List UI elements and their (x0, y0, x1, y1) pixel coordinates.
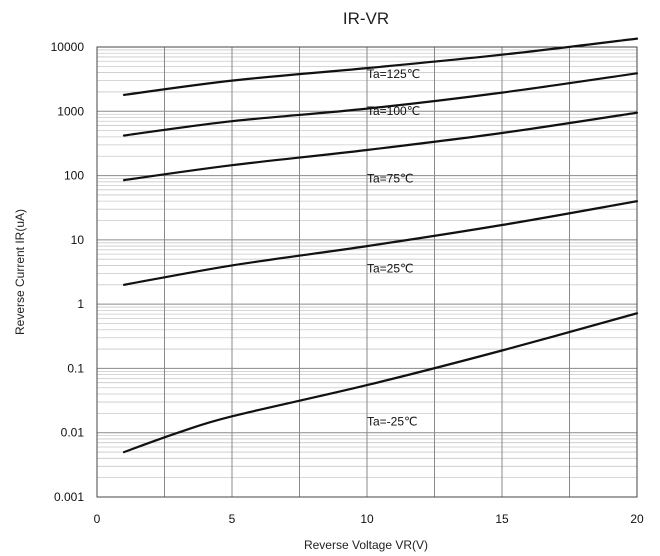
y-tick-labels: 0.001 0.01 0.1 1 10 100 1000 10000 (51, 40, 85, 504)
x-tick-label: 0 (94, 512, 101, 526)
y-tick-label: 0.1 (67, 361, 84, 375)
series-line (122, 111, 639, 182)
chart-title: IR-VR (343, 9, 389, 28)
series-label: Ta=-25℃ (367, 414, 418, 428)
series-label: Ta=100℃ (367, 104, 420, 118)
series-label: Ta=125℃ (367, 67, 420, 81)
series-line (122, 312, 639, 454)
plot-frame (96, 46, 638, 498)
y-tick-label: 10000 (51, 40, 85, 54)
y-tick-label: 0.01 (61, 426, 85, 440)
x-tick-label: 10 (360, 512, 374, 526)
x-tick-label: 20 (630, 512, 644, 526)
x-tick-label: 5 (229, 512, 236, 526)
y-tick-label: 0.001 (54, 490, 84, 504)
series-labels: Ta=125℃ Ta=100℃ Ta=75℃ Ta=25℃ Ta=-25℃ (367, 67, 420, 428)
x-tick-labels: 0 5 10 15 20 (94, 512, 644, 526)
series-line (122, 72, 639, 137)
y-axis-label: Reverse Current IR(uA) (13, 209, 27, 335)
series-line (122, 200, 639, 286)
x-tick-label: 15 (495, 512, 509, 526)
y-tick-label: 100 (64, 169, 84, 183)
series-line (122, 37, 639, 96)
y-tick-label: 10 (71, 233, 85, 247)
x-axis-label: Reverse Voltage VR(V) (304, 538, 428, 552)
y-tick-label: 1000 (57, 104, 84, 118)
y-tick-label: 1 (77, 297, 84, 311)
series-label: Ta=25℃ (367, 262, 414, 276)
series-label: Ta=75℃ (367, 172, 414, 186)
series-lines (122, 37, 639, 454)
